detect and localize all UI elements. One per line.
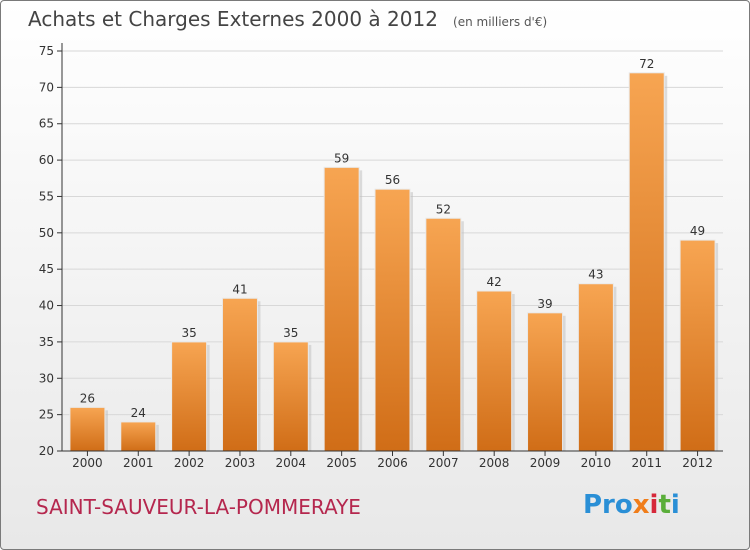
bar <box>69 406 106 452</box>
y-tick-label: 50 <box>39 226 54 240</box>
x-tick-label: 2008 <box>479 456 510 470</box>
bar <box>171 341 208 452</box>
x-tick-label: 2005 <box>326 456 357 470</box>
bar-value-label: 59 <box>334 151 349 165</box>
bar-value-label: 52 <box>436 202 451 216</box>
bar <box>221 297 258 452</box>
y-tick-label: 40 <box>39 299 54 313</box>
bar <box>272 341 309 452</box>
proxiti-logo[interactable]: Proxiti <box>583 490 680 520</box>
bar <box>323 166 360 452</box>
y-tick-label: 20 <box>39 444 54 458</box>
bar <box>577 283 614 452</box>
x-tick-label: 2004 <box>276 456 307 470</box>
chart-unit: (en milliers d'€) <box>453 15 548 29</box>
y-tick-label: 25 <box>39 408 54 422</box>
axes: 20 25 30 35 40 45 50 55 60 65 70 75 2000 2001 2002 2003… <box>39 43 723 470</box>
bar-value-label: 26 <box>80 391 95 405</box>
logo-part: Pro <box>583 490 633 520</box>
x-tick-label: 2006 <box>377 456 408 470</box>
x-tick-label: 2012 <box>682 456 713 470</box>
logo-part: x <box>632 490 650 520</box>
bar-value-label: 42 <box>487 275 502 289</box>
bar <box>476 290 513 452</box>
bar <box>425 217 462 452</box>
y-tick-label: 65 <box>39 117 54 131</box>
x-tick-label: 2000 <box>72 456 103 470</box>
y-tick-label: 70 <box>39 80 54 94</box>
bar-value-label: 24 <box>131 406 146 420</box>
x-tick-label: 2007 <box>428 456 459 470</box>
x-tick-label: 2001 <box>123 456 154 470</box>
y-tick-label: 45 <box>39 262 54 276</box>
bar <box>120 421 157 452</box>
y-tick-label: 30 <box>39 371 54 385</box>
x-tick-label: 2009 <box>530 456 561 470</box>
commune-name: SAINT-SAUVEUR-LA-POMMERAYE <box>36 495 361 519</box>
x-tick-label: 2002 <box>174 456 205 470</box>
x-tick-label: 2010 <box>581 456 612 470</box>
bar <box>679 239 716 452</box>
x-tick-label: 2003 <box>225 456 256 470</box>
bar-value-label: 41 <box>232 282 247 296</box>
bar-value-label: 35 <box>181 326 196 340</box>
y-tick-label: 35 <box>39 335 54 349</box>
bar-value-label: 39 <box>537 297 552 311</box>
bar-value-label: 49 <box>690 224 705 238</box>
logo-part: i <box>649 490 659 520</box>
bars <box>69 72 719 452</box>
y-tick-label: 60 <box>39 153 54 167</box>
value-labels: 26 24 35 41 35 59 56 52 42 39 43 72 49 <box>80 57 705 420</box>
chart-title-text: Achats et Charges Externes 2000 à 2012 <box>28 7 438 31</box>
bar-value-label: 72 <box>639 57 654 71</box>
logo-part: i <box>670 490 680 520</box>
bar <box>628 72 665 452</box>
chart-title: Achats et Charges Externes 2000 à 2012 (… <box>28 7 547 31</box>
bar <box>527 312 564 452</box>
x-tick-label: 2011 <box>631 456 662 470</box>
y-tick-label: 75 <box>39 44 54 58</box>
bar <box>374 188 411 452</box>
bar-value-label: 43 <box>588 268 603 282</box>
bar-value-label: 56 <box>385 173 400 187</box>
bar-value-label: 35 <box>283 326 298 340</box>
y-tick-label: 55 <box>39 189 54 203</box>
logo-part: t <box>658 490 671 520</box>
